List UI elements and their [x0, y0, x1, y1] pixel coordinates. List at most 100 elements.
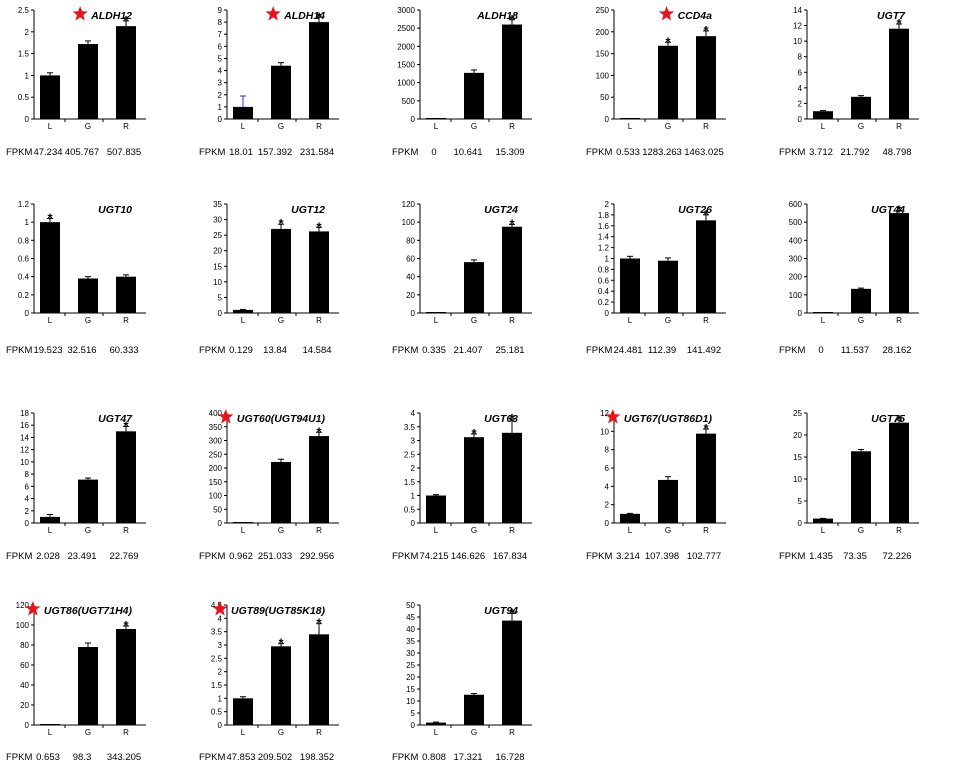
chart-panel-ugt75: 0 5 10 15 20 25 L G * R UGT75 FPKM 1.435 73.35 72.226 [779, 409, 919, 562]
category-label: L [434, 122, 439, 131]
y-tick-label: 200 [789, 273, 803, 282]
fpkm-value-g: 23.491 [67, 551, 96, 562]
fpkm-value-g: 209.502 [258, 752, 292, 762]
y-tick-label: 30 [406, 649, 415, 658]
y-tick-label: 0 [798, 519, 803, 528]
fpkm-value-g: 157.392 [258, 147, 292, 158]
y-tick-label: 0.5 [404, 505, 416, 514]
y-tick-label: 40 [20, 681, 29, 690]
category-label: G [278, 122, 284, 131]
y-tick-label: 5 [218, 54, 223, 63]
fpkm-value-g: 107.398 [645, 551, 679, 562]
highlight-star-icon [72, 6, 88, 21]
y-tick-label: 7 [218, 30, 223, 39]
chart-panel-ugt10: 0 0.2 0.4 0.6 0.8 1 1.2 * L G R UGT10 FPKM 19.523 32.5… [6, 200, 146, 356]
category-label: R [316, 122, 322, 131]
category-label: R [896, 316, 902, 325]
y-tick-label: 8 [25, 470, 30, 479]
y-tick-label: 0 [605, 519, 610, 528]
bar-l [40, 516, 60, 523]
y-tick-label: 0.5 [18, 93, 30, 102]
y-tick-label: 0.8 [598, 265, 610, 274]
significance-marker: * [123, 13, 129, 28]
y-tick-label: 1000 [397, 79, 415, 88]
y-tick-label: 600 [789, 200, 803, 209]
chart-title: UGT86(UGT71H4) [44, 605, 133, 617]
bar-l [620, 513, 640, 523]
y-tick-label: 10 [600, 427, 609, 436]
y-tick-label: 350 [209, 423, 223, 432]
y-tick-label: 2 [411, 464, 416, 473]
bar-g [464, 262, 484, 313]
y-tick-label: 1.8 [598, 211, 610, 220]
y-tick-label: 150 [596, 50, 610, 59]
fpkm-value-g: 112.39 [648, 345, 676, 356]
bar-r [116, 629, 136, 725]
chart-panel-ugt7: 0 2 4 6 8 10 12 14 L G * R UGT7 FPKM 3.712 21.792 48.798 [779, 6, 919, 158]
bar-r [116, 26, 136, 119]
y-tick-label: 16 [20, 421, 29, 430]
fpkm-value-l: 0 [818, 345, 823, 356]
category-label: L [241, 526, 246, 535]
y-tick-label: 30 [213, 216, 222, 225]
bar-g [851, 96, 871, 119]
y-tick-label: 1 [411, 492, 416, 501]
fpkm-label: FPKM [392, 752, 418, 762]
bar-r [889, 213, 909, 313]
y-tick-label: 2 [218, 668, 223, 677]
gene-alias: (UGT94U1) [271, 413, 326, 425]
fpkm-value-g: 11.537 [841, 345, 869, 356]
bar-l [233, 309, 253, 313]
y-tick-label: 0.6 [18, 255, 30, 264]
gene-alias: (UGT85K18) [265, 605, 326, 617]
category-label: G [665, 526, 671, 535]
gene-alias: (UGT86D1) [658, 413, 713, 425]
y-tick-label: 0 [411, 115, 416, 124]
category-label: G [665, 122, 671, 131]
y-tick-label: 120 [16, 601, 30, 610]
fpkm-label: FPKM [199, 752, 225, 762]
bar-g [271, 646, 291, 725]
y-tick-label: 4 [25, 495, 30, 504]
bar-l [233, 106, 253, 119]
gene-alias: (UGT71H4) [78, 605, 133, 617]
y-tick-label: 18 [20, 409, 29, 418]
bar-g [464, 72, 484, 119]
category-label: R [509, 316, 515, 325]
highlight-star-icon [25, 601, 41, 616]
chart-panel-ugt89: 0 0.5 1 1.5 2 2.5 3 3.5 4 4.5 L * G * R UGT89(UGT85K18)… [199, 601, 339, 762]
y-tick-label: 250 [596, 6, 610, 15]
category-label: L [821, 526, 826, 535]
fpkm-label: FPKM [6, 147, 32, 158]
gene-name: UGT75 [871, 413, 905, 425]
category-label: R [123, 316, 129, 325]
gene-name: UGT94 [484, 605, 518, 617]
y-tick-label: 4 [218, 614, 223, 623]
bar-l [813, 111, 833, 119]
bar-r [889, 28, 909, 119]
y-tick-label: 80 [406, 236, 415, 245]
y-tick-label: 0 [25, 721, 30, 730]
fpkm-value-r: 343.205 [107, 752, 141, 762]
y-tick-label: 0 [25, 115, 30, 124]
y-tick-label: 100 [789, 291, 803, 300]
chart-panel-ugt60: 0 50 100 150 200 250 300 350 400 L G * R UGT60(UGT94U… [199, 409, 339, 562]
y-tick-label: 0.2 [598, 298, 610, 307]
chart-panel-ugt26: 0 0.2 0.4 0.6 0.81 1.2 1.4 1.6 1.8 2 L G * R UGT26 FPKM… [586, 200, 726, 356]
y-tick-label: 1.2 [598, 244, 610, 253]
fpkm-label: FPKM [6, 345, 32, 356]
y-tick-label: 1500 [397, 61, 415, 70]
y-tick-label: 0 [218, 721, 223, 730]
significance-marker: * [509, 12, 515, 27]
fpkm-value-g: 10.641 [453, 147, 482, 158]
fpkm-value-g: 146.626 [451, 551, 485, 562]
y-tick-label: 200 [596, 28, 610, 37]
category-label: R [896, 526, 902, 535]
category-label: L [241, 728, 246, 737]
fpkm-value-g: 17.321 [453, 752, 482, 762]
significance-marker: * [509, 411, 515, 426]
significance-marker: * [123, 618, 129, 633]
chart-title: UGT12 [291, 204, 325, 216]
category-label: R [316, 526, 322, 535]
chart-panel-aldh12: 0 0.5 1 1.5 2 2.5 L G * R ALDH12 FPKM 47.234 405.767 5… [6, 6, 146, 158]
